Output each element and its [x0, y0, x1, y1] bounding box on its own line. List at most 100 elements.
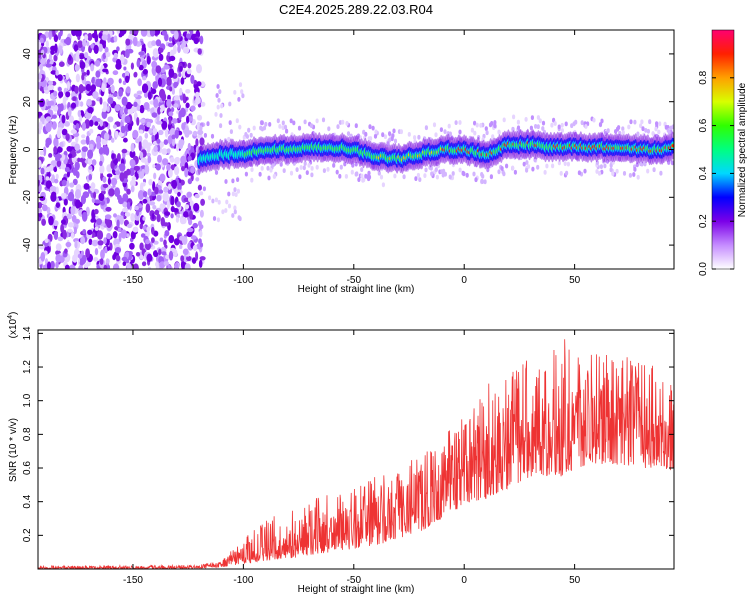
noise-blob	[60, 223, 65, 233]
scatter-blob	[516, 119, 521, 125]
scatter-blob	[399, 129, 403, 135]
colorbar-ticks: 0.0 0.2 0.4 0.6 0.8	[698, 70, 734, 276]
noise-blob	[79, 61, 86, 70]
scatter-blob	[451, 171, 455, 176]
scatter-blob	[454, 120, 458, 125]
noise-blob	[152, 48, 159, 58]
scatter-blob	[210, 133, 215, 139]
scatter-blob	[458, 167, 462, 173]
noise-blob	[44, 238, 49, 244]
noise-blob	[61, 219, 66, 225]
scatter-blob	[485, 130, 489, 136]
noise-blob	[155, 120, 163, 125]
noise-blob	[180, 77, 185, 85]
scatter-blob	[414, 176, 418, 182]
scatter-blob	[580, 120, 584, 126]
scatter-blob	[621, 130, 625, 135]
noise-blob	[155, 39, 162, 47]
snr-multiplier-prefix: (x10	[8, 318, 19, 338]
noise-blob	[66, 170, 70, 178]
noise-blob	[98, 192, 105, 202]
scatter-blob	[215, 93, 219, 98]
scatter-blob	[646, 168, 650, 174]
scatter-blob	[448, 174, 452, 180]
noise-blob	[173, 208, 179, 213]
noise-blob	[133, 93, 138, 98]
scatter-blob	[315, 164, 319, 170]
noise-blob	[188, 218, 193, 226]
scatter-blob	[484, 126, 488, 131]
noise-blob	[103, 102, 108, 112]
noise-blob	[70, 205, 76, 216]
noise-blob	[77, 40, 83, 48]
noise-blob	[78, 54, 85, 60]
noise-blob	[101, 83, 106, 92]
noise-blob	[130, 142, 135, 153]
noise-blob	[186, 33, 191, 39]
noise-blob	[137, 78, 142, 87]
scatter-blob	[474, 177, 478, 183]
scatter-blob	[434, 167, 438, 173]
noise-blob	[98, 147, 104, 155]
noise-blob	[74, 63, 80, 72]
noise-blob	[45, 116, 52, 122]
scatter-blob	[234, 192, 238, 198]
noise-blob	[87, 106, 94, 114]
noise-blob	[171, 88, 175, 95]
noise-blob	[152, 81, 158, 90]
scatter-blob	[202, 186, 206, 192]
noise-blob	[190, 166, 196, 174]
noise-blob	[196, 114, 203, 121]
noise-blob	[98, 32, 103, 39]
scatter-blob	[633, 167, 637, 172]
noise-blob	[147, 91, 152, 100]
noise-blob	[200, 81, 206, 87]
noise-blob	[38, 202, 43, 209]
noise-blob	[152, 205, 157, 210]
scatter-blob	[258, 171, 262, 177]
noise-blob	[147, 155, 152, 164]
noise-blob	[179, 87, 183, 96]
scatter-blob	[502, 171, 506, 177]
noise-blob	[152, 164, 156, 169]
noise-blob	[47, 84, 55, 91]
noise-blob	[38, 208, 43, 213]
scatter-blob	[655, 121, 659, 126]
noise-blob	[119, 30, 125, 37]
noise-blob	[93, 257, 99, 262]
noise-blob	[49, 185, 57, 192]
noise-blob	[116, 153, 121, 162]
noise-blob	[68, 54, 72, 61]
noise-blob	[187, 227, 194, 233]
noise-blob	[89, 128, 94, 134]
noise-blob	[156, 138, 161, 144]
scatter-blob	[336, 124, 340, 129]
noise-blob	[157, 77, 163, 87]
noise-blob	[115, 170, 121, 175]
noise-blob	[39, 196, 46, 201]
scatter-blob	[611, 171, 615, 177]
noise-blob	[103, 264, 108, 269]
scatter-blob	[584, 124, 588, 129]
noise-blob	[163, 186, 169, 193]
scatter-blob	[289, 170, 294, 176]
colorbar-tick-label-2: 0.4	[698, 166, 709, 180]
scatter-blob	[208, 195, 212, 201]
noise-blob	[161, 30, 168, 36]
scatter-blob	[480, 178, 484, 184]
noise-blob	[196, 81, 202, 87]
noise-blob	[120, 106, 124, 116]
scatter-blob	[557, 124, 561, 130]
snr-y-tick-label-5: 1.2	[22, 360, 33, 374]
noise-blob	[192, 222, 198, 229]
noise-blob	[173, 238, 180, 246]
noise-blob	[181, 122, 186, 131]
scatter-blob	[216, 84, 220, 89]
scatter-blob	[354, 123, 358, 129]
noise-blob	[67, 191, 75, 202]
noise-blob	[63, 38, 71, 44]
scatter-blob	[374, 129, 378, 135]
scatter-blob	[377, 170, 381, 176]
scatter-blob	[214, 112, 218, 117]
noise-blob	[126, 201, 131, 210]
